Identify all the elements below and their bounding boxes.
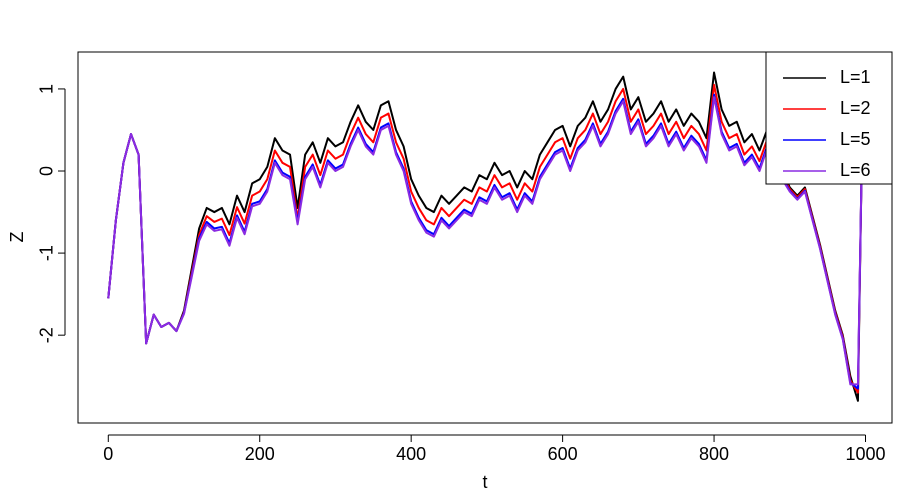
plot-frame — [77, 51, 893, 424]
x-tick-label: 800 — [699, 444, 729, 464]
legend-label: L=5 — [840, 129, 871, 149]
x-tick-label: 0 — [103, 444, 113, 464]
y-tick-label: 1 — [37, 84, 57, 94]
y-tick-label: -1 — [37, 245, 57, 261]
legend-label: L=1 — [840, 67, 871, 87]
y-axis-title: Z — [7, 232, 27, 243]
x-tick-label: 200 — [245, 444, 275, 464]
y-tick-label: -2 — [37, 327, 57, 343]
series-line — [107, 83, 863, 394]
x-tick-label: 600 — [548, 444, 578, 464]
series-line — [107, 71, 863, 402]
legend-label: L=2 — [840, 98, 871, 118]
legend-label: L=6 — [840, 160, 871, 180]
y-tick-label: 0 — [37, 166, 57, 176]
x-tick-label: 1000 — [845, 444, 885, 464]
x-axis-title: t — [482, 472, 487, 492]
legend-box — [765, 51, 893, 185]
series-line — [107, 96, 863, 386]
x-tick-label: 400 — [396, 444, 426, 464]
